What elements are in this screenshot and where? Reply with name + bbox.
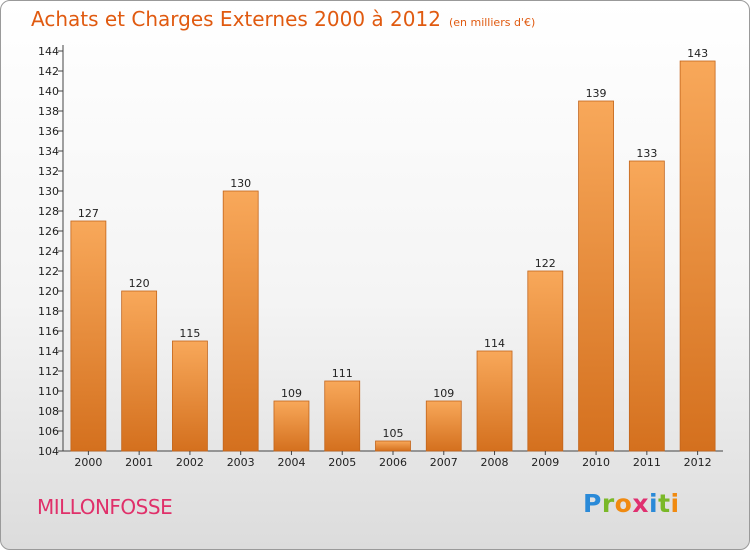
y-tick-label: 112 (38, 365, 59, 378)
logo-letter: o (614, 489, 633, 518)
y-tick-label: 130 (38, 185, 59, 198)
y-tick-label: 114 (38, 345, 59, 358)
chart-title: Achats et Charges Externes 2000 à 2012 (31, 7, 441, 31)
y-tick-label: 126 (38, 225, 59, 238)
y-tick-label: 106 (38, 425, 59, 438)
y-tick-label: 120 (38, 285, 59, 298)
y-tick-label: 116 (38, 325, 59, 338)
y-tick-label: 144 (38, 45, 59, 58)
bar (425, 400, 462, 452)
x-tick-label: 2012 (684, 456, 712, 469)
bar-value-label: 133 (636, 147, 657, 160)
bar-value-label: 111 (332, 367, 353, 380)
bar (476, 350, 513, 452)
bar-value-label: 114 (484, 337, 505, 350)
logo-letter: x (632, 489, 649, 518)
y-tick-label: 124 (38, 245, 59, 258)
y-tick-label: 128 (38, 205, 59, 218)
logo-letter: t (658, 489, 671, 518)
bar-value-label: 120 (129, 277, 150, 290)
bar (679, 60, 716, 452)
bar (121, 290, 158, 452)
x-tick-label: 2004 (277, 456, 305, 469)
bar-value-label: 109 (433, 387, 454, 400)
y-tick-label: 122 (38, 265, 59, 278)
x-tick-label: 2005 (328, 456, 356, 469)
x-tick-label: 2006 (379, 456, 407, 469)
bar (70, 220, 107, 452)
bar-value-label: 139 (586, 87, 607, 100)
bar (578, 100, 614, 452)
bar (172, 340, 208, 452)
bar (375, 440, 411, 452)
y-tick-label: 118 (38, 305, 59, 318)
x-tick-label: 2002 (176, 456, 204, 469)
y-tick-label: 132 (38, 165, 59, 178)
x-tick-label: 2011 (633, 456, 661, 469)
chart-title-block: Achats et Charges Externes 2000 à 2012 (e… (31, 7, 535, 31)
x-tick-label: 2007 (430, 456, 458, 469)
bar-value-label: 130 (230, 177, 251, 190)
y-tick-label: 142 (38, 65, 59, 78)
bar (527, 270, 564, 452)
y-tick-label: 138 (38, 105, 59, 118)
commune-name: MILLONFOSSE (37, 495, 173, 519)
logo-letter: i (670, 489, 680, 518)
x-tick-label: 2010 (582, 456, 610, 469)
x-tick-label: 2001 (125, 456, 153, 469)
chart-unit: (en milliers d'€) (448, 16, 536, 29)
y-tick-label: 140 (38, 85, 59, 98)
logo-letter: P (583, 489, 602, 518)
bar-value-label: 143 (687, 47, 708, 60)
bar-value-label: 109 (281, 387, 302, 400)
bar (273, 400, 310, 452)
proxiti-logo: Proxiti (583, 489, 680, 518)
bar-value-label: 105 (383, 427, 404, 440)
bar-value-label: 122 (535, 257, 556, 270)
logo-letter: r (601, 489, 615, 518)
bar (324, 380, 361, 452)
y-tick-label: 134 (38, 145, 59, 158)
y-tick-label: 108 (38, 405, 59, 418)
bar (222, 190, 259, 452)
y-tick-label: 104 (38, 445, 59, 458)
x-tick-label: 2009 (531, 456, 559, 469)
bar-value-label: 127 (78, 207, 99, 220)
x-tick-label: 2003 (227, 456, 255, 469)
x-tick-label: 2000 (74, 456, 102, 469)
y-tick-label: 110 (38, 385, 59, 398)
bar (628, 160, 665, 452)
bar-value-label: 115 (179, 327, 200, 340)
logo-letter: i (649, 489, 659, 518)
x-tick-label: 2008 (481, 456, 509, 469)
y-tick-label: 136 (38, 125, 59, 138)
